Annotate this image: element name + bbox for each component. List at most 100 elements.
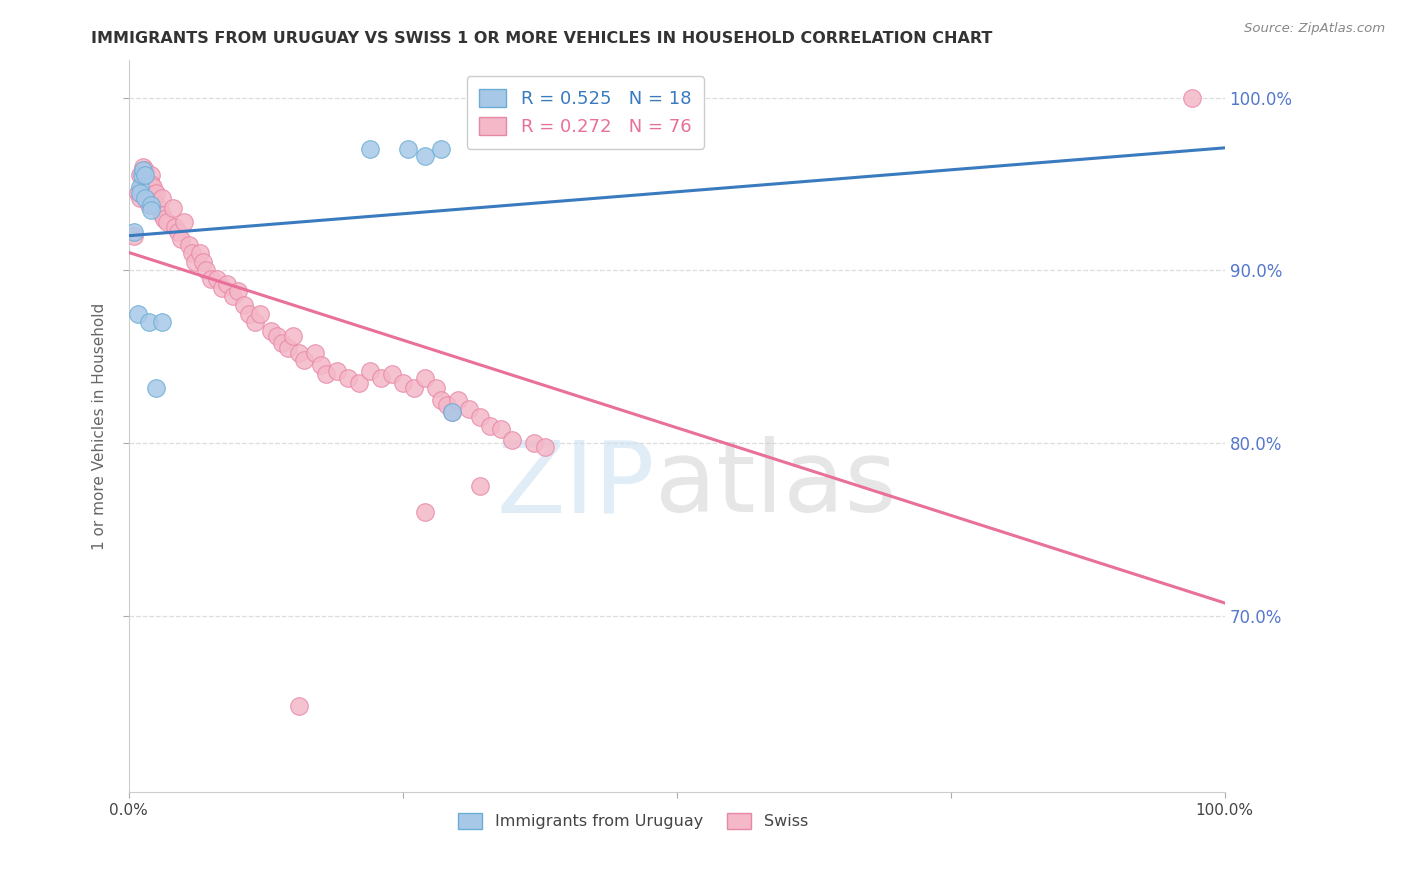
Point <box>179 237 201 252</box>
Point <box>337 370 360 384</box>
Point <box>150 315 173 329</box>
Point <box>457 401 479 416</box>
Point <box>534 440 557 454</box>
Point <box>139 198 162 212</box>
Point <box>266 329 288 343</box>
Point <box>491 422 513 436</box>
Point <box>287 346 309 360</box>
Point <box>392 376 415 390</box>
Point <box>413 370 436 384</box>
Point <box>142 194 165 209</box>
Point <box>153 211 176 226</box>
Point <box>193 254 215 268</box>
Point <box>188 246 211 260</box>
Point <box>124 228 146 243</box>
Point <box>170 232 193 246</box>
Point <box>446 392 468 407</box>
Point <box>127 186 149 200</box>
Point <box>222 289 245 303</box>
Point <box>156 215 179 229</box>
Point <box>132 163 155 178</box>
Point <box>138 186 160 200</box>
Point <box>430 143 453 157</box>
Point <box>359 143 381 157</box>
Point <box>134 191 156 205</box>
Point <box>145 381 167 395</box>
Point <box>243 315 266 329</box>
Point <box>479 419 502 434</box>
Text: IMMIGRANTS FROM URUGUAY VS SWISS 1 OR MORE VEHICLES IN HOUSEHOLD CORRELATION CHA: IMMIGRANTS FROM URUGUAY VS SWISS 1 OR MO… <box>91 31 993 46</box>
Text: Source: ZipAtlas.com: Source: ZipAtlas.com <box>1244 22 1385 36</box>
Point <box>127 307 149 321</box>
Point <box>249 307 271 321</box>
Point <box>173 215 195 229</box>
Point <box>183 254 205 268</box>
Point <box>139 169 162 183</box>
Point <box>131 169 153 183</box>
Point <box>347 376 370 390</box>
Point <box>200 272 222 286</box>
Point <box>128 180 150 194</box>
Point <box>413 149 436 163</box>
Point <box>441 405 464 419</box>
Point <box>238 307 260 321</box>
Point <box>134 163 156 178</box>
Point <box>260 324 283 338</box>
Point <box>309 359 332 373</box>
Point <box>287 698 309 713</box>
Point <box>217 277 239 292</box>
Point <box>128 191 150 205</box>
Point <box>145 198 167 212</box>
Point <box>430 392 453 407</box>
Point <box>138 315 160 329</box>
Point <box>124 226 146 240</box>
Point <box>425 381 447 395</box>
Point <box>468 410 491 425</box>
Point <box>145 186 167 200</box>
Point <box>128 169 150 183</box>
Point <box>501 433 523 447</box>
Point <box>283 329 305 343</box>
Point <box>138 198 160 212</box>
Point <box>326 364 349 378</box>
Point <box>194 263 217 277</box>
Text: atlas: atlas <box>655 436 897 533</box>
Point <box>181 246 204 260</box>
Point <box>150 191 173 205</box>
Point <box>277 341 299 355</box>
Point <box>134 169 156 183</box>
Point <box>271 336 294 351</box>
Point <box>413 505 436 519</box>
Point <box>381 367 404 381</box>
Point <box>315 367 337 381</box>
Point <box>292 353 315 368</box>
Point <box>134 186 156 200</box>
Point <box>148 202 170 217</box>
Point <box>142 180 165 194</box>
Point <box>228 284 250 298</box>
Point <box>523 436 546 450</box>
Point <box>162 201 184 215</box>
Point <box>370 370 392 384</box>
Point <box>139 191 162 205</box>
Point <box>396 143 419 157</box>
Point <box>163 220 186 235</box>
Point <box>304 346 326 360</box>
Point <box>436 398 458 412</box>
Point <box>402 381 425 395</box>
Point <box>167 226 190 240</box>
Text: ZIP: ZIP <box>496 436 655 533</box>
Y-axis label: 1 or more Vehicles in Household: 1 or more Vehicles in Household <box>93 302 107 549</box>
Point <box>205 272 228 286</box>
Point <box>211 281 233 295</box>
Point <box>131 180 153 194</box>
Point <box>359 364 381 378</box>
Point <box>128 186 150 200</box>
Point <box>1181 90 1204 104</box>
Point <box>132 160 155 174</box>
Point <box>468 479 491 493</box>
Point <box>441 405 464 419</box>
Legend: Immigrants from Uruguay, Swiss: Immigrants from Uruguay, Swiss <box>451 806 814 836</box>
Point <box>134 173 156 187</box>
Point <box>139 177 162 191</box>
